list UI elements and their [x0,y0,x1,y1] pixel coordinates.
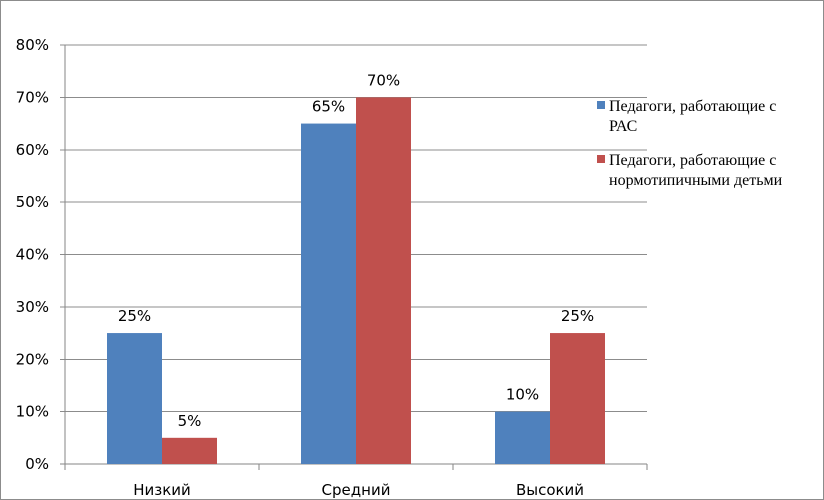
x-tick-label: Высокий [516,481,584,499]
y-tick-label: 0% [25,455,49,473]
bar [550,333,605,464]
x-tick-label: Низкий [133,481,191,499]
y-tick-label: 40% [16,246,49,264]
bar [301,123,356,464]
bar [495,411,550,464]
legend-swatch [597,101,605,109]
legend-label: нормотипичными детьми [609,172,783,189]
bar [107,333,162,464]
y-tick-label: 50% [16,193,49,211]
data-label: 25% [561,307,594,325]
data-label: 70% [367,71,400,89]
data-label: 5% [178,412,202,430]
legend-label: РАС [609,118,637,135]
data-label: 65% [312,98,345,116]
y-tick-label: 30% [16,298,49,316]
y-tick-label: 10% [16,403,49,421]
legend-label: Педагоги, работающие с [609,98,776,115]
x-tick-label: Средний [322,481,391,499]
data-label: 25% [118,307,151,325]
y-tick-label: 70% [16,88,49,106]
y-tick-label: 80% [16,36,49,54]
data-label: 10% [506,386,539,404]
y-tick-label: 20% [16,350,49,368]
y-tick-label: 60% [16,141,49,159]
legend-swatch [597,155,605,163]
bar [356,97,411,464]
legend-label: Педагоги, работающие с [609,152,776,169]
bar [162,437,217,464]
